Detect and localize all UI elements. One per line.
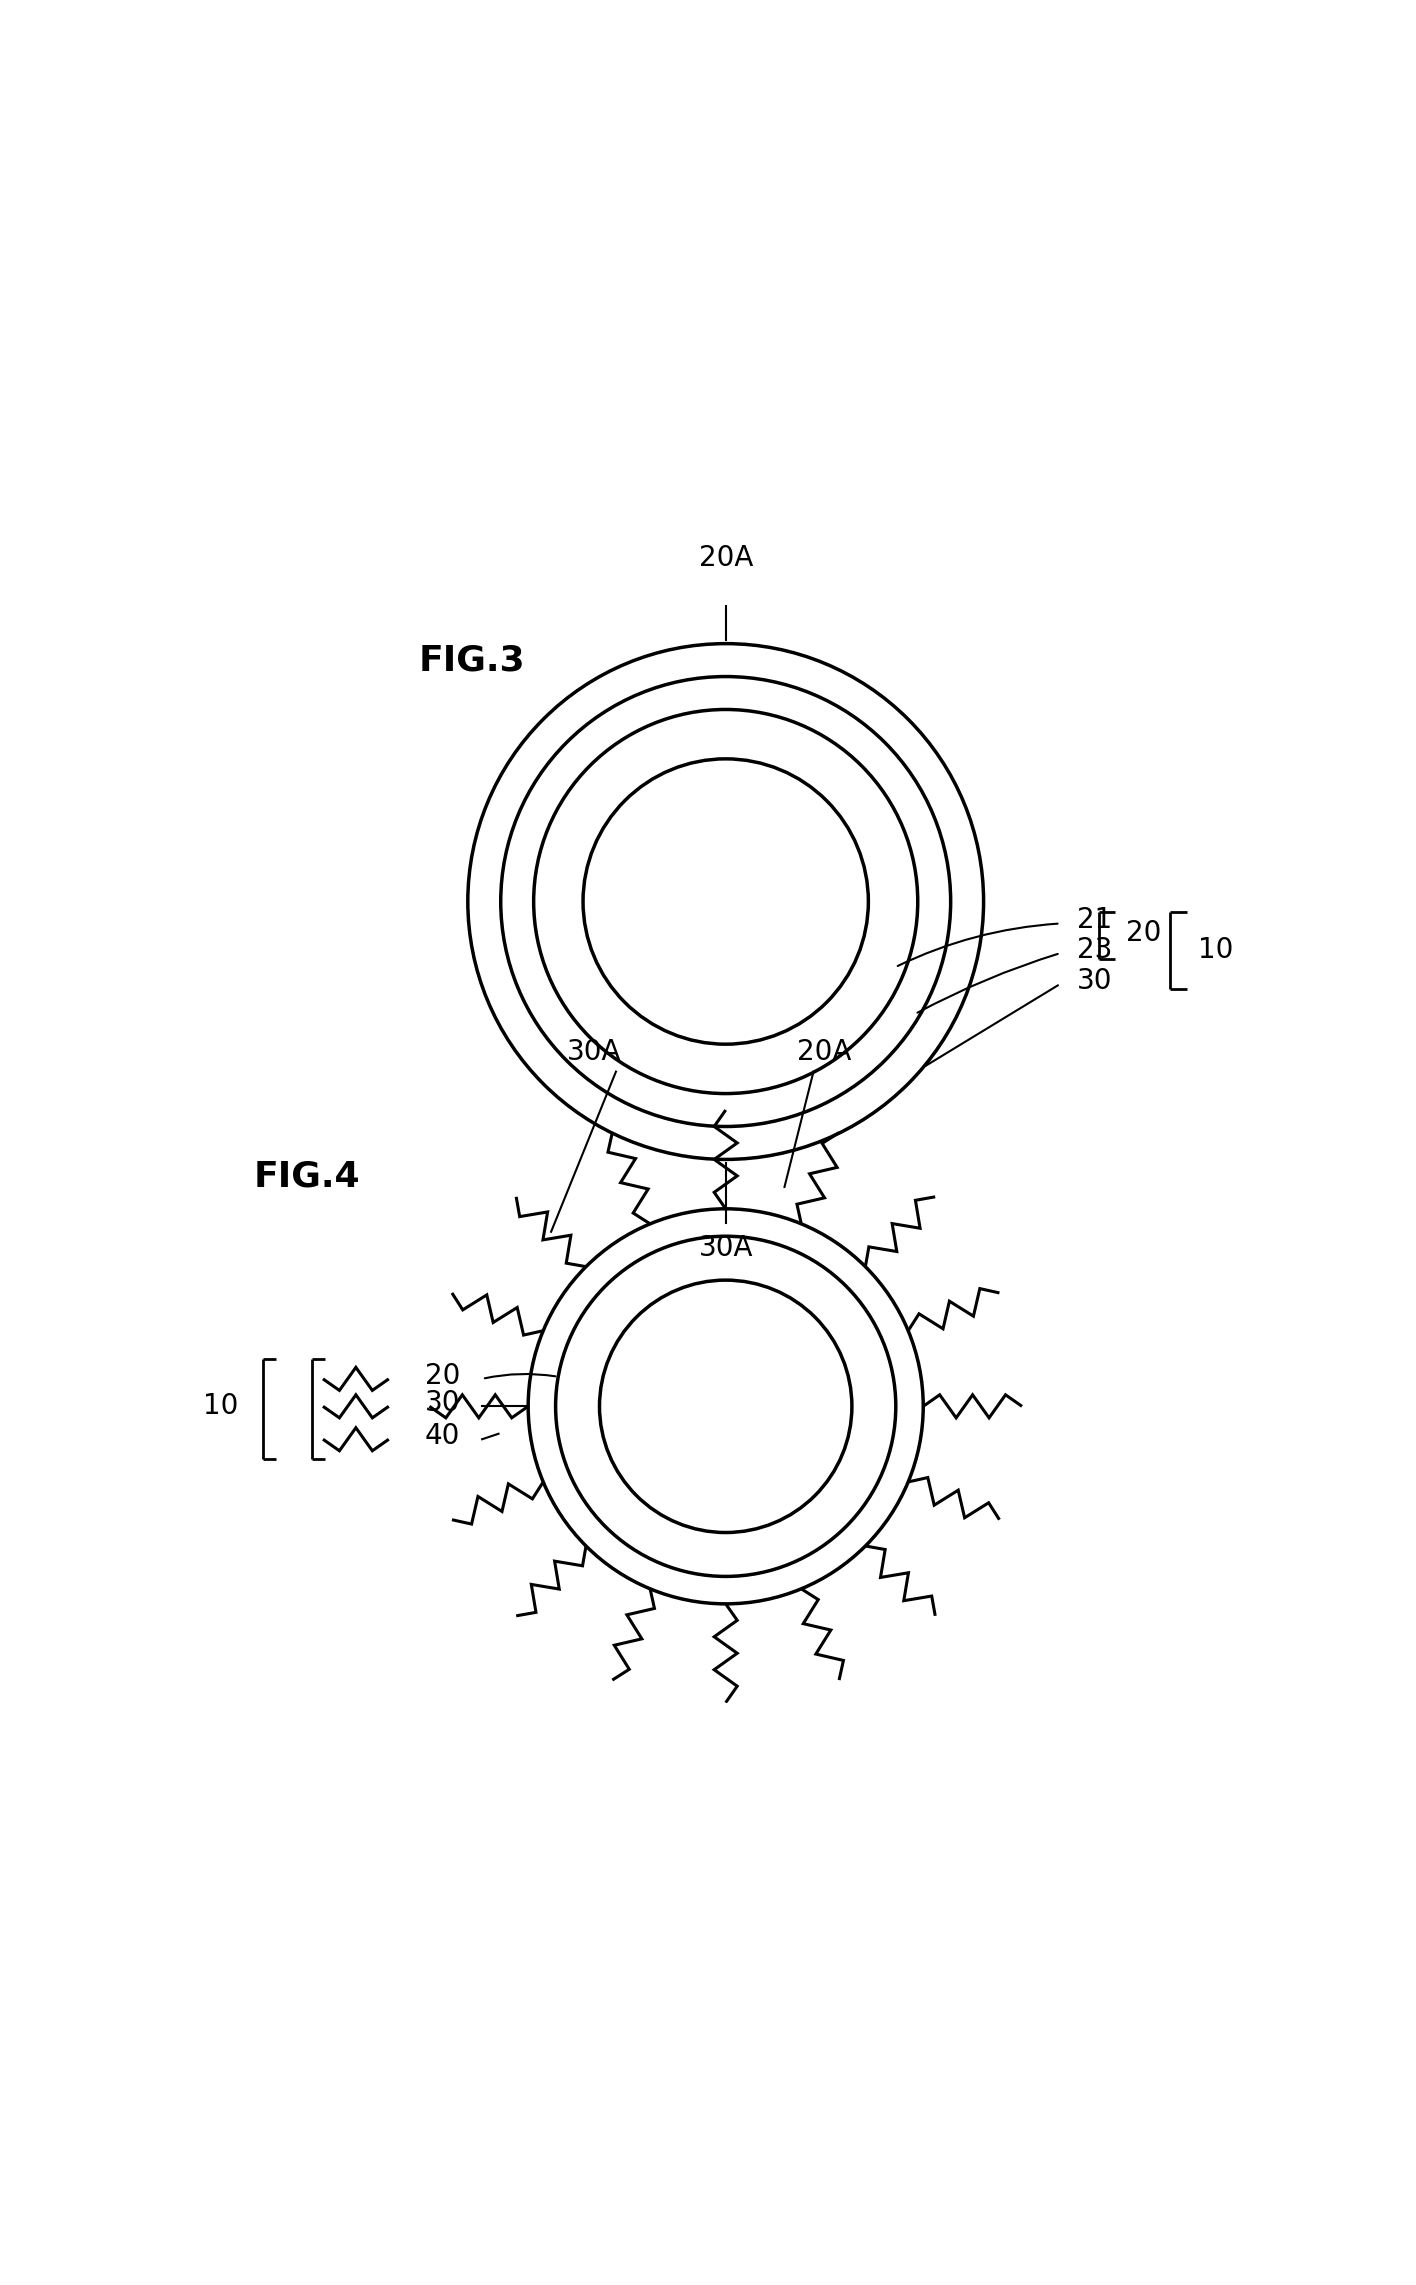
Text: 30A: 30A (698, 1234, 753, 1261)
Text: 20: 20 (425, 1362, 460, 1389)
Text: FIG.3: FIG.3 (419, 644, 525, 679)
Text: 21: 21 (1076, 907, 1112, 935)
Text: 10: 10 (202, 1392, 238, 1419)
Text: 10: 10 (1198, 937, 1233, 964)
Text: 23: 23 (1076, 937, 1112, 964)
Text: 20A: 20A (698, 544, 753, 571)
Text: 30A: 30A (566, 1037, 622, 1067)
Text: 30: 30 (425, 1389, 460, 1417)
Text: 20: 20 (1126, 919, 1161, 946)
Text: FIG.4: FIG.4 (253, 1158, 361, 1193)
Text: 40: 40 (425, 1421, 460, 1451)
Text: 30: 30 (1076, 967, 1113, 994)
Text: 20A: 20A (797, 1037, 851, 1067)
